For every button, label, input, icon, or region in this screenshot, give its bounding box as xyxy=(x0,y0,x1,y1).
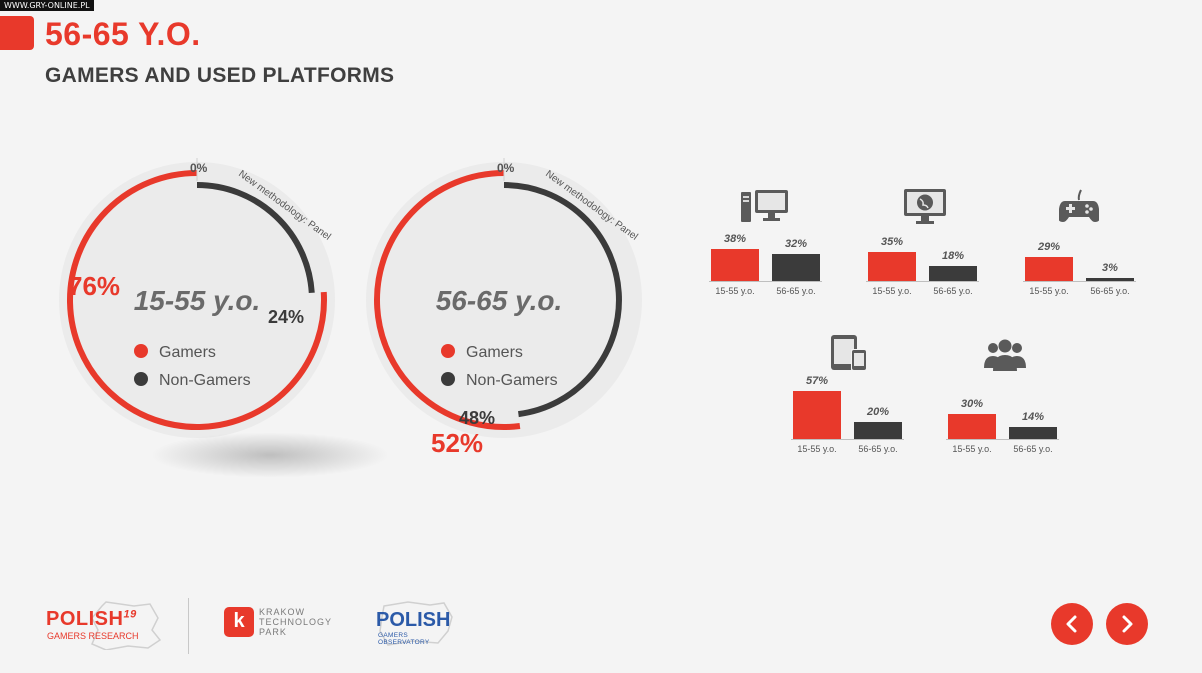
bar-category-label: 56-65 y.o. xyxy=(776,286,816,296)
browser-globe-monitor-icon xyxy=(904,189,946,224)
group-label: 15-55 y.o. xyxy=(134,285,261,316)
donut-shadow xyxy=(150,432,390,478)
logo1-word: POLISH xyxy=(46,608,124,630)
bar-15-55 xyxy=(711,249,759,281)
bar-value-label: 14% xyxy=(1021,411,1045,424)
logo3-word: POLISH xyxy=(376,609,451,631)
gamers-arc xyxy=(374,170,521,430)
bar-value-label: 57% xyxy=(805,375,829,387)
nongamers-arc xyxy=(196,182,315,293)
previous-slide-button[interactable] xyxy=(1051,603,1093,645)
donut-svg: 0% New methodology: Panel 52% 48% 56-65 … xyxy=(366,158,642,458)
nongamers-pct-label: 48% xyxy=(459,408,495,428)
bar-category-label: 56-65 y.o. xyxy=(1090,286,1130,296)
legend-gamers-label: Gamers xyxy=(466,344,523,361)
donut-svg: 0% New methodology: Panel 76% 24% 15-55 … xyxy=(59,158,335,438)
bar-value-label: 32% xyxy=(784,238,808,251)
gamers-arc xyxy=(67,170,327,430)
bar-baseline xyxy=(866,281,979,282)
ktp-mark: k xyxy=(224,607,254,637)
bar-category-label: 56-65 y.o. xyxy=(858,444,898,454)
bar-category-label: 56-65 y.o. xyxy=(933,286,973,296)
bar-baseline xyxy=(709,281,822,282)
bar-value-label: 18% xyxy=(941,249,965,262)
bar-category-label: 15-55 y.o. xyxy=(797,444,837,454)
legend-nongamers-label: Non-Gamers xyxy=(159,372,251,389)
nongamers-arc xyxy=(503,182,622,418)
bar-15-55 xyxy=(948,413,996,439)
bar-value-label: 3% xyxy=(1102,262,1118,274)
donut-bg-circle xyxy=(59,162,335,438)
ktp-line1: KRAKOW xyxy=(259,607,306,617)
legend-nongamers-label: Non-Gamers xyxy=(466,372,558,389)
bar-baseline xyxy=(946,439,1059,440)
bar-value-label: 38% xyxy=(723,233,747,245)
chevron-left-icon xyxy=(1066,615,1077,633)
bar-value-label: 20% xyxy=(866,406,890,419)
gamers-pct-label: 52% xyxy=(431,428,483,458)
legend-gamers-dot xyxy=(134,344,148,358)
title-accent-square xyxy=(0,16,34,50)
logo1-sup: 19 xyxy=(123,608,137,621)
bar-category-label: 15-55 y.o. xyxy=(952,444,992,454)
tablet-phone-icon xyxy=(831,335,867,371)
legend-gamers-label: Gamers xyxy=(159,344,216,361)
donut-chart-56-65: 0% New methodology: Panel 52% 48% 56-65 … xyxy=(359,155,649,458)
bar-baseline xyxy=(791,439,904,440)
next-slide-button[interactable] xyxy=(1106,603,1148,645)
logo3-sub: GAMERS OBSERVATORY xyxy=(378,632,430,646)
polish-gamers-observatory-logo: POLISH GAMERS OBSERVATORY xyxy=(374,600,458,650)
polish-gamers-research-logo: POLISH19 GAMERS RESEARCH xyxy=(44,600,164,650)
bar-category-label: 15-55 y.o. xyxy=(1029,286,1069,296)
group-label: 56-65 y.o. xyxy=(436,285,563,316)
bar-category-label: 56-65 y.o. xyxy=(1013,444,1053,454)
bar-value-label: 29% xyxy=(1037,240,1061,253)
bar-15-55 xyxy=(868,251,916,281)
bar-15-55 xyxy=(1025,256,1073,281)
footer-divider xyxy=(188,598,189,654)
ktp-line3: PARK xyxy=(259,627,287,637)
zero-label: 0% xyxy=(497,161,515,175)
donut-bg-circle xyxy=(366,162,642,438)
bar-56-65 xyxy=(772,254,820,281)
bar-56-65 xyxy=(1086,278,1134,281)
bar-56-65 xyxy=(854,422,902,439)
legend-nongamers-dot xyxy=(441,372,455,386)
bar-15-55 xyxy=(793,391,841,439)
nongamers-pct-label: 24% xyxy=(268,307,304,327)
logo1-sub: GAMERS RESEARCH xyxy=(47,631,139,641)
desktop-pc-icon xyxy=(741,190,788,222)
bar-baseline xyxy=(1023,281,1136,282)
bar-value-label: 35% xyxy=(880,235,904,248)
page-title: 56-65 Y.O. xyxy=(45,16,201,52)
bar-category-label: 15-55 y.o. xyxy=(872,286,912,296)
page-subtitle: GAMERS AND USED PLATFORMS xyxy=(45,64,395,87)
gamers-pct-label: 76% xyxy=(68,271,120,301)
krakow-technology-park-logo: k KRAKOW TECHNOLOGY PARK xyxy=(224,607,354,641)
gamepad-icon xyxy=(1059,189,1099,222)
ktp-line2: TECHNOLOGY xyxy=(259,617,333,627)
people-group-icon xyxy=(984,339,1026,371)
bar-value-label: 30% xyxy=(960,397,984,410)
bar-56-65 xyxy=(929,265,977,281)
source-url-tag: WWW.GRY-ONLINE.PL xyxy=(0,0,94,11)
bar-56-65 xyxy=(1009,427,1057,439)
donut-chart-15-55: 0% New methodology: Panel 76% 24% 15-55 … xyxy=(52,155,342,445)
legend-gamers-dot xyxy=(441,344,455,358)
zero-label: 0% xyxy=(190,161,208,175)
bar-category-label: 15-55 y.o. xyxy=(715,286,755,296)
legend-nongamers-dot xyxy=(134,372,148,386)
chevron-right-icon xyxy=(1122,615,1133,633)
